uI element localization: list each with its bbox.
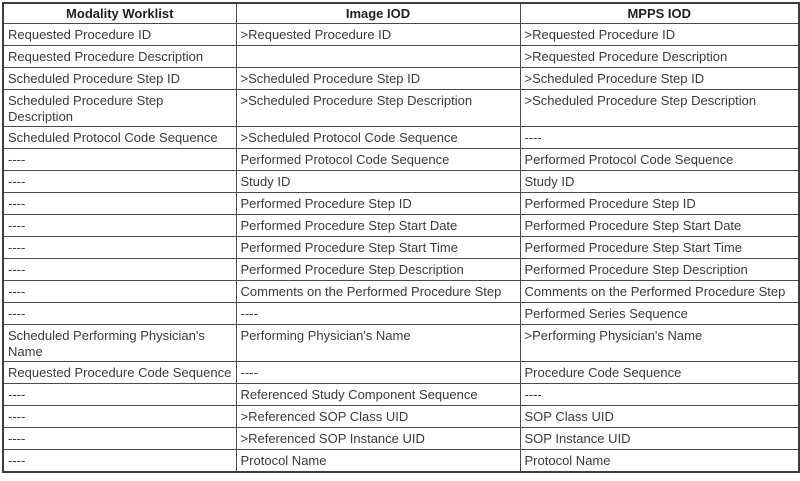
table-cell: ---- [2, 383, 237, 406]
table-cell: Performing Physician's Name [235, 324, 521, 362]
table-cell: >Scheduled Procedure Step Description [519, 89, 800, 127]
table-cell: >Scheduled Protocol Code Sequence [235, 126, 521, 149]
table-cell: ---- [2, 170, 237, 193]
table-row: Requested Procedure Description >Requeste… [2, 45, 800, 68]
table-cell: Comments on the Performed Procedure Step [235, 280, 521, 303]
table-body: Requested Procedure ID >Requested Procedu… [2, 23, 800, 472]
column-header-modality-worklist: Modality Worklist [2, 2, 237, 24]
table-row: ---- >Referenced SOP Instance UID SOP Inst… [2, 427, 800, 450]
table-cell: ---- [2, 427, 237, 450]
table-cell: >Scheduled Procedure Step Description [235, 89, 521, 127]
table-cell: SOP Instance UID [519, 427, 800, 450]
table-cell: ---- [2, 148, 237, 171]
table-cell: >Requested Procedure ID [235, 23, 521, 46]
table-cell: ---- [2, 449, 237, 472]
table-cell: ---- [519, 126, 800, 149]
table-cell: Performed Procedure Step ID [235, 192, 521, 215]
table-cell: Scheduled Procedure Step ID [2, 67, 237, 90]
table-row: ---- Performed Procedure Step ID Performed… [2, 192, 800, 215]
table-header-row: Modality Worklist Image IOD MPPS IOD [2, 2, 800, 24]
table-cell: Protocol Name [519, 449, 800, 472]
table-cell: Requested Procedure ID [2, 23, 237, 46]
iod-attribute-mapping-table: Modality Worklist Image IOD MPPS IOD Req… [2, 2, 800, 473]
table-row: ---- Performed Procedure Step Description… [2, 258, 800, 281]
table-row: ---- ---- Performed Series Sequence [2, 302, 800, 325]
table-row: Scheduled Performing Physician's Name Per… [2, 324, 800, 362]
table-cell: ---- [2, 280, 237, 303]
table-cell: Scheduled Protocol Code Sequence [2, 126, 237, 149]
table-cell: Performed Procedure Step Start Time [235, 236, 521, 259]
table-row: Scheduled Procedure Step ID >Scheduled Pr… [2, 67, 800, 90]
table-cell: Study ID [235, 170, 521, 193]
table-cell: ---- [2, 258, 237, 281]
column-header-image-iod: Image IOD [235, 2, 521, 24]
table-cell: Performed Protocol Code Sequence [235, 148, 521, 171]
table-cell: Scheduled Performing Physician's Name [2, 324, 237, 362]
table-row: ---- Performed Protocol Code Sequence Perf… [2, 148, 800, 171]
table-row: ---- Protocol Name Protocol Name [2, 449, 800, 472]
table-cell: Protocol Name [235, 449, 521, 472]
table-cell: Performed Series Sequence [519, 302, 800, 325]
table-row: ---- Study ID Study ID [2, 170, 800, 193]
table-cell: Performed Procedure Step Description [235, 258, 521, 281]
table-cell: Study ID [519, 170, 800, 193]
table-cell: >Scheduled Procedure Step ID [519, 67, 800, 90]
table-cell: ---- [519, 383, 800, 406]
table-cell: Performed Procedure Step ID [519, 192, 800, 215]
table-row: ---- Referenced Study Component Sequence -… [2, 383, 800, 406]
table-row: ---- >Referenced SOP Class UID SOP Class U… [2, 405, 800, 428]
table-cell: ---- [2, 214, 237, 237]
table-cell: Performed Procedure Step Start Date [235, 214, 521, 237]
table-cell: Procedure Code Sequence [519, 361, 800, 384]
table-row: Scheduled Procedure Step Description >Sch… [2, 89, 800, 127]
table-cell: ---- [2, 302, 237, 325]
table-cell: ---- [2, 405, 237, 428]
table-cell: Performed Procedure Step Start Time [519, 236, 800, 259]
table-cell: Comments on the Performed Procedure Step [519, 280, 800, 303]
table-cell: ---- [235, 302, 521, 325]
table-cell: Performed Procedure Step Description [519, 258, 800, 281]
table-cell: Scheduled Procedure Step Description [2, 89, 237, 127]
table-cell: >Referenced SOP Instance UID [235, 427, 521, 450]
column-header-mpps-iod: MPPS IOD [519, 2, 800, 24]
table-row: Requested Procedure Code Sequence ---- Pro… [2, 361, 800, 384]
table-cell: SOP Class UID [519, 405, 800, 428]
table-cell: >Scheduled Procedure Step ID [235, 67, 521, 90]
table-cell: >Performing Physician's Name [519, 324, 800, 362]
table-cell: Requested Procedure Code Sequence [2, 361, 237, 384]
table-cell [235, 45, 521, 68]
table-cell: >Referenced SOP Class UID [235, 405, 521, 428]
table-row: ---- Comments on the Performed Procedure … [2, 280, 800, 303]
table-row: ---- Performed Procedure Step Start Time P… [2, 236, 800, 259]
table-cell: Performed Protocol Code Sequence [519, 148, 800, 171]
table-row: ---- Performed Procedure Step Start Date P… [2, 214, 800, 237]
table-cell: Performed Procedure Step Start Date [519, 214, 800, 237]
table-cell: Referenced Study Component Sequence [235, 383, 521, 406]
table-cell: >Requested Procedure ID [519, 23, 800, 46]
table-cell: ---- [2, 236, 237, 259]
table-cell: Requested Procedure Description [2, 45, 237, 68]
table-cell: >Requested Procedure Description [519, 45, 800, 68]
table-cell: ---- [2, 192, 237, 215]
table-cell: ---- [235, 361, 521, 384]
table-row: Requested Procedure ID >Requested Procedu… [2, 23, 800, 46]
table-row: Scheduled Protocol Code Sequence >Schedul… [2, 126, 800, 149]
